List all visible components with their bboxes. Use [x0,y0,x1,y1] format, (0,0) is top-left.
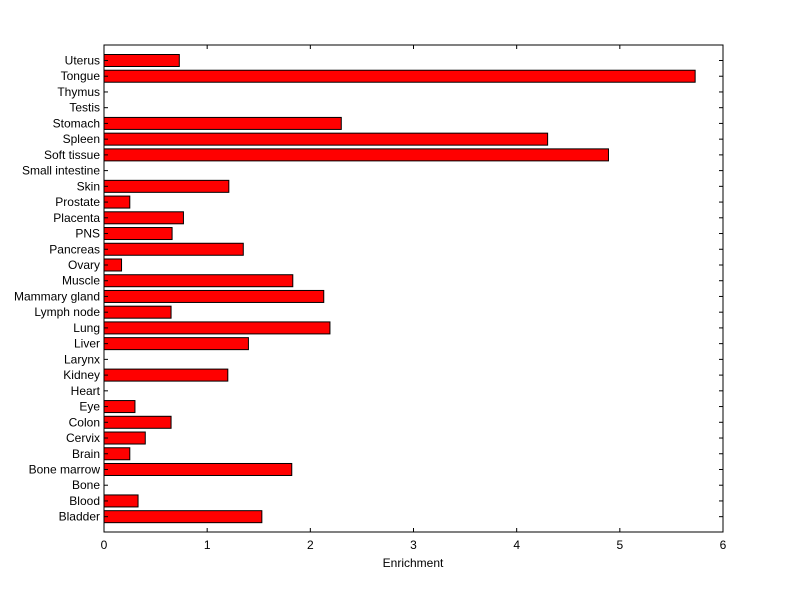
bar-pns [103,227,173,241]
y-tick-label-thymus: Thymus [57,85,100,99]
x-tick-label-1: 1 [204,538,211,552]
y-tick-label-bone-marrow: Bone marrow [29,462,101,476]
x-tick-label-4: 4 [513,538,520,552]
x-tick-label-2: 2 [307,538,314,552]
y-tick-label-brain: Brain [72,447,100,461]
bar-uterus [103,54,180,67]
bars-group [103,54,696,524]
x-tick-label-0: 0 [101,538,108,552]
y-tick-label-pancreas: Pancreas [49,242,100,256]
bar-spleen [103,132,549,146]
y-tick-label-kidney: Kidney [63,368,100,382]
y-tick-label-soft-tissue: Soft tissue [44,148,100,162]
y-tick-label-larynx: Larynx [64,352,100,366]
y-tick-label-ovary: Ovary [68,258,100,272]
bar-colon [103,415,172,429]
y-tick-label-bone: Bone [72,478,100,492]
bar-mammary-gland [103,289,325,303]
bar-bone-marrow [103,462,293,476]
bar-bladder [103,510,263,524]
y-tick-label-blood: Blood [69,494,100,508]
bar-lung [103,321,331,335]
y-tick-label-small-intestine: Small intestine [22,164,100,178]
x-tick-label-3: 3 [410,538,417,552]
y-tick-label-placenta: Placenta [53,211,100,225]
bar-skin [103,179,230,193]
bar-cervix [103,431,146,445]
y-tick-label-tongue: Tongue [61,69,101,83]
y-tick-label-liver: Liver [74,337,100,351]
y-tick-label-pns: PNS [75,227,100,241]
y-tick-label-uterus: Uterus [65,54,100,68]
x-tick-label-6: 6 [720,538,727,552]
bar-soft-tissue [103,148,609,162]
bar-liver [103,337,249,351]
x-tick-label-5: 5 [616,538,623,552]
bar-muscle [103,274,294,288]
y-tick-label-bladder: Bladder [59,510,100,524]
y-tick-label-muscle: Muscle [62,274,100,288]
y-tick-label-stomach: Stomach [53,116,100,130]
y-tick-label-skin: Skin [77,179,100,193]
y-tick-label-lymph-node: Lymph node [34,305,100,319]
y-tick-label-heart: Heart [71,384,101,398]
bar-kidney [103,368,229,382]
bar-pancreas [103,242,244,256]
y-tick-label-eye: Eye [79,400,100,414]
bar-eye [103,400,136,414]
y-tick-label-lung: Lung [73,321,100,335]
bar-tongue [103,69,696,83]
y-tick-label-prostate: Prostate [55,195,100,209]
bar-lymph-node [103,305,172,319]
y-tick-label-testis: Testis [69,101,100,115]
x-axis-label: Enrichment [383,556,444,570]
y-tick-label-colon: Colon [69,415,100,429]
bar-placenta [103,211,184,225]
y-tick-label-spleen: Spleen [63,132,100,146]
bar-stomach [103,116,342,130]
x-ticks-group: 0 1 2 3 4 5 6 [101,45,727,552]
y-tick-label-mammary-gland: Mammary gland [14,289,100,303]
y-tick-label-cervix: Cervix [66,431,100,445]
bar-blood [103,494,139,508]
